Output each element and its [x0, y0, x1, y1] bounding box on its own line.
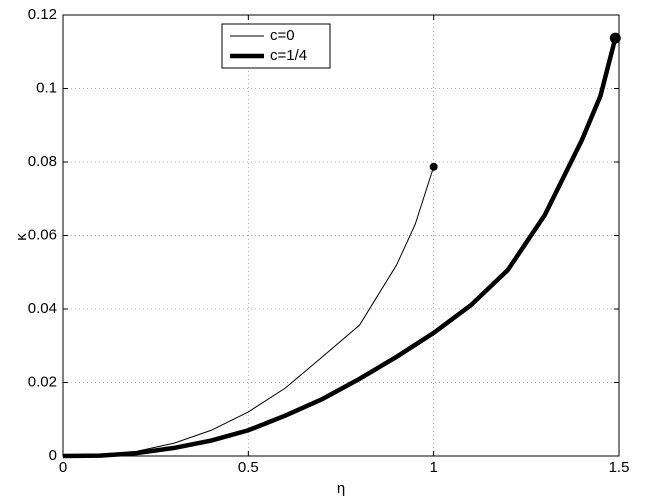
end-marker: [429, 162, 438, 171]
x-tick-label: 1.5: [609, 459, 630, 476]
legend-box: [221, 23, 331, 69]
y-tick-label: 0.08: [28, 153, 57, 170]
plot-frame: [62, 14, 620, 457]
y-tick-label: 0.02: [28, 373, 57, 390]
y-tick-label: 0.12: [28, 6, 57, 23]
x-axis-label: η: [337, 480, 345, 497]
legend-label: c=0: [270, 27, 295, 44]
end-marker: [609, 32, 621, 44]
x-tick-label: 0.5: [238, 459, 259, 476]
x-tick-label: 1: [429, 459, 437, 476]
legend-label: c=1/4: [270, 47, 307, 64]
y-tick-label: 0.04: [28, 300, 57, 317]
x-tick-label: 0: [59, 459, 67, 476]
y-tick-label: 0.1: [36, 79, 57, 96]
y-axis-label: κ: [13, 233, 30, 241]
y-tick-label: 0.06: [28, 226, 57, 243]
y-tick-label: 0: [49, 447, 57, 464]
series-line: [62, 37, 618, 459]
